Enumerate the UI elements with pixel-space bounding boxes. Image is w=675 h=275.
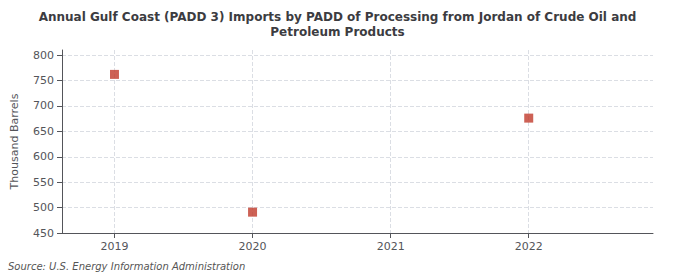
svg-text:750: 750 [33, 74, 54, 87]
svg-text:2019: 2019 [100, 240, 128, 253]
svg-text:700: 700 [33, 99, 54, 112]
svg-text:600: 600 [33, 150, 54, 163]
svg-text:800: 800 [33, 49, 54, 62]
svg-text:2021: 2021 [377, 240, 405, 253]
svg-text:2022: 2022 [515, 240, 543, 253]
svg-text:500: 500 [33, 201, 54, 214]
svg-text:550: 550 [33, 176, 54, 189]
svg-text:Annual Gulf Coast (PADD 3) Imp: Annual Gulf Coast (PADD 3) Imports by PA… [39, 10, 637, 24]
svg-text:450: 450 [33, 227, 54, 240]
svg-text:Source: U.S. Energy Informatio: Source: U.S. Energy Information Administ… [8, 261, 245, 272]
svg-text:Petroleum Products: Petroleum Products [270, 25, 404, 39]
svg-text:650: 650 [33, 125, 54, 138]
svg-text:2020: 2020 [239, 240, 267, 253]
svg-text:Thousand Barrels: Thousand Barrels [8, 93, 21, 190]
